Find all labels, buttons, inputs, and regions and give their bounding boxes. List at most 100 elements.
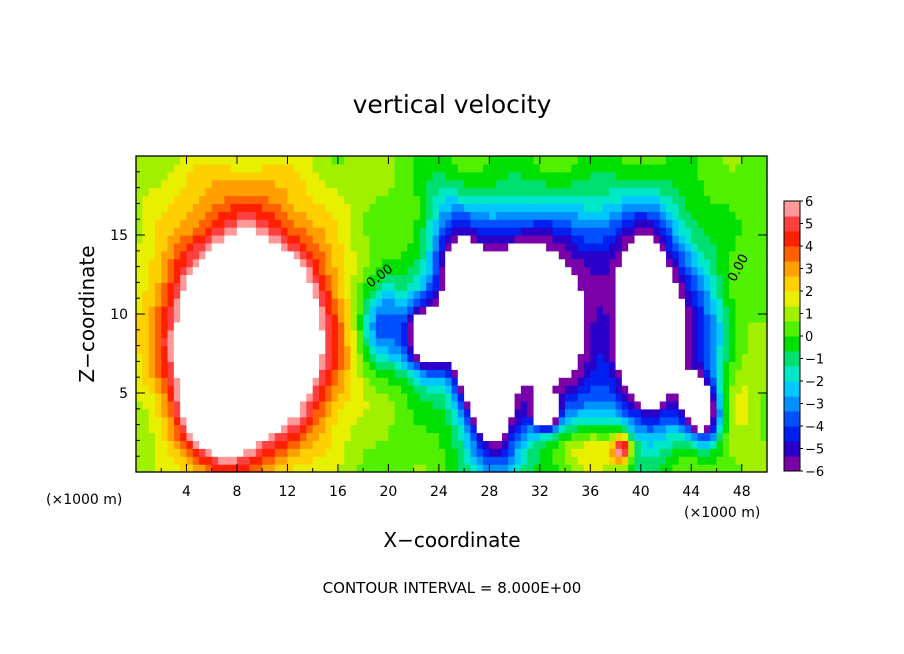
heatmap-cell (476, 290, 484, 299)
heatmap-cell (426, 329, 434, 339)
heatmap-cell (426, 456, 434, 465)
colorbar-tick-label: −6 (805, 465, 824, 480)
heatmap-cell (716, 432, 724, 441)
heatmap-cell (419, 171, 427, 181)
heatmap-cell (729, 250, 737, 260)
heatmap-cell (211, 416, 219, 426)
heatmap-cell (249, 393, 257, 402)
heatmap-cell (678, 266, 686, 276)
heatmap-cell (382, 464, 389, 473)
heatmap-cell (325, 361, 333, 370)
heatmap-cell (754, 274, 762, 283)
heatmap-cell (691, 187, 699, 197)
heatmap-cell (602, 456, 610, 465)
heatmap-cell (262, 440, 270, 449)
heatmap-cell (628, 274, 636, 283)
heatmap-cell (634, 361, 642, 370)
heatmap-cell (142, 369, 150, 378)
heatmap-cell (596, 385, 604, 394)
heatmap-cell (161, 250, 169, 260)
heatmap-cell (546, 290, 554, 299)
heatmap-cell (186, 345, 194, 355)
heatmap-cell (211, 179, 219, 189)
heatmap-cell (684, 163, 692, 173)
heatmap-cell (602, 250, 610, 260)
heatmap-cell (401, 266, 408, 276)
heatmap-cell (703, 187, 711, 197)
heatmap-cell (703, 440, 711, 449)
heatmap-cell (520, 258, 528, 268)
heatmap-cell (748, 314, 755, 323)
heatmap-cell (722, 369, 730, 378)
heatmap-cell (659, 290, 667, 299)
heatmap-cell (281, 163, 289, 173)
heatmap-cell (653, 456, 661, 465)
heatmap-cell (558, 393, 566, 402)
heatmap-cell (609, 321, 617, 331)
heatmap-cell (293, 266, 301, 276)
heatmap-cell (154, 195, 162, 204)
heatmap-cell (382, 266, 389, 276)
heatmap-cell (489, 377, 497, 386)
heatmap-cell (262, 416, 270, 426)
heatmap-cell (672, 266, 680, 276)
heatmap-cell (173, 306, 181, 315)
heatmap-cell (337, 353, 345, 362)
heatmap-cell (281, 361, 289, 370)
heatmap-cell (483, 274, 490, 283)
heatmap-cell (678, 306, 686, 315)
heatmap-cell (369, 353, 377, 362)
heatmap-cell (388, 456, 396, 465)
heatmap-cell (489, 211, 497, 220)
heatmap-cell (476, 187, 484, 197)
heatmap-cell (476, 227, 484, 236)
heatmap-cell (722, 282, 730, 291)
heatmap-cell (628, 369, 636, 378)
heatmap-cell (287, 235, 295, 244)
heatmap-cell (192, 337, 200, 347)
heatmap-cell (476, 345, 484, 355)
heatmap-cell (148, 306, 156, 315)
heatmap-cell (590, 464, 598, 473)
heatmap-cell (684, 211, 692, 220)
colorbar-swatch (784, 396, 800, 412)
heatmap-cell (760, 464, 768, 473)
heatmap-cell (722, 179, 730, 189)
heatmap-cell (621, 298, 629, 307)
heatmap-cell (281, 179, 289, 189)
heatmap-cell (363, 416, 371, 426)
heatmap-cell (173, 266, 181, 276)
heatmap-cell (501, 432, 509, 441)
heatmap-cell (741, 345, 749, 355)
heatmap-cell (457, 298, 465, 307)
heatmap-cell (318, 408, 326, 418)
heatmap-cell (136, 329, 143, 339)
heatmap-cell (647, 195, 655, 204)
heatmap-cell (684, 385, 692, 394)
heatmap-cell (274, 456, 282, 465)
heatmap-cell (615, 171, 623, 181)
heatmap-cell (407, 163, 415, 173)
heatmap-cell (722, 314, 730, 323)
heatmap-cell (640, 171, 648, 181)
heatmap-cell (596, 440, 604, 449)
heatmap-cell (382, 353, 389, 362)
heatmap-cell (438, 432, 446, 441)
heatmap-cell (697, 400, 705, 410)
heatmap-cell (199, 187, 207, 197)
heatmap-cell (735, 219, 743, 228)
heatmap-cell (508, 306, 516, 315)
heatmap-cell (331, 361, 339, 370)
heatmap-cell (287, 361, 295, 370)
heatmap-cell (344, 416, 352, 426)
heatmap-cell (552, 448, 560, 457)
heatmap-cell (615, 187, 623, 197)
heatmap-cell (413, 456, 421, 465)
heatmap-cell (552, 266, 560, 276)
heatmap-cell (375, 290, 383, 299)
colorbar-swatch (784, 276, 800, 292)
heatmap-cell (495, 266, 503, 276)
heatmap-cell (218, 163, 225, 173)
heatmap-cell (514, 290, 522, 299)
heatmap-cell (356, 211, 364, 220)
